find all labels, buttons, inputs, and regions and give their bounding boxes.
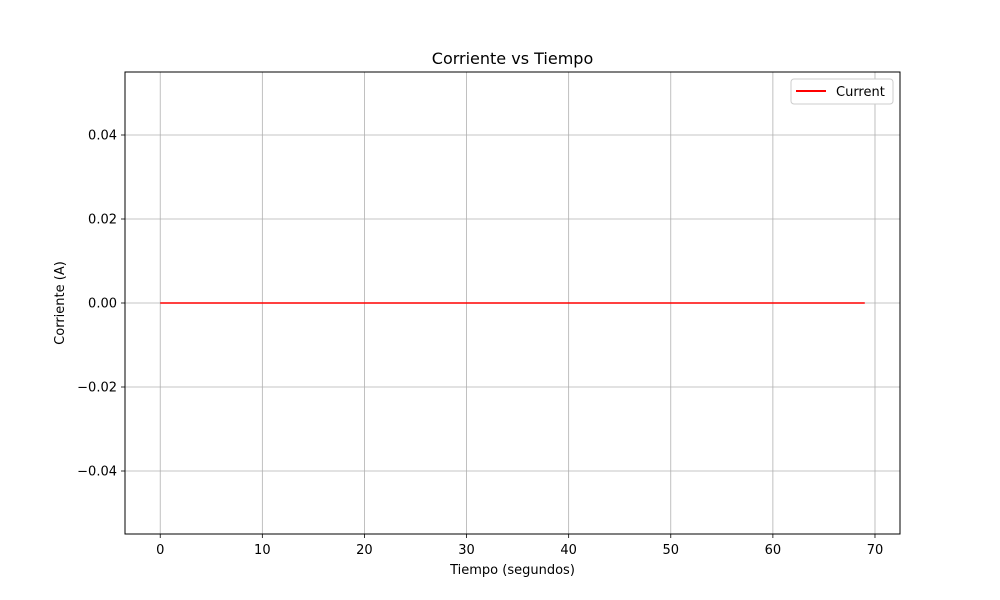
legend-label-current: Current bbox=[836, 85, 885, 100]
y-tick-label: 0.02 bbox=[88, 213, 117, 228]
x-tick-label: 40 bbox=[560, 543, 577, 558]
x-tick-label: 70 bbox=[867, 543, 884, 558]
y-tick-label: 0.00 bbox=[88, 297, 117, 312]
x-tick-label: 60 bbox=[765, 543, 782, 558]
chart-title: Corriente vs Tiempo bbox=[432, 49, 593, 68]
legend-box bbox=[790, 78, 894, 105]
x-tick-label: 30 bbox=[458, 543, 475, 558]
x-tick-label: 10 bbox=[254, 543, 271, 558]
x-tick-label: 0 bbox=[156, 543, 164, 558]
y-axis-label: Corriente (A) bbox=[53, 261, 68, 345]
y-axis-ticks: −0.04 −0.02 0.00 0.02 0.04 bbox=[77, 129, 125, 480]
x-axis-ticks: 0 10 20 30 40 50 60 70 bbox=[156, 534, 883, 558]
y-tick-label: −0.04 bbox=[77, 465, 117, 480]
x-axis-label: Tiempo (segundos) bbox=[449, 563, 575, 578]
y-tick-label: −0.02 bbox=[77, 381, 117, 396]
y-tick-label: 0.04 bbox=[88, 129, 117, 144]
x-tick-label: 20 bbox=[356, 543, 373, 558]
x-tick-label: 50 bbox=[662, 543, 679, 558]
legend: Current bbox=[790, 78, 894, 105]
